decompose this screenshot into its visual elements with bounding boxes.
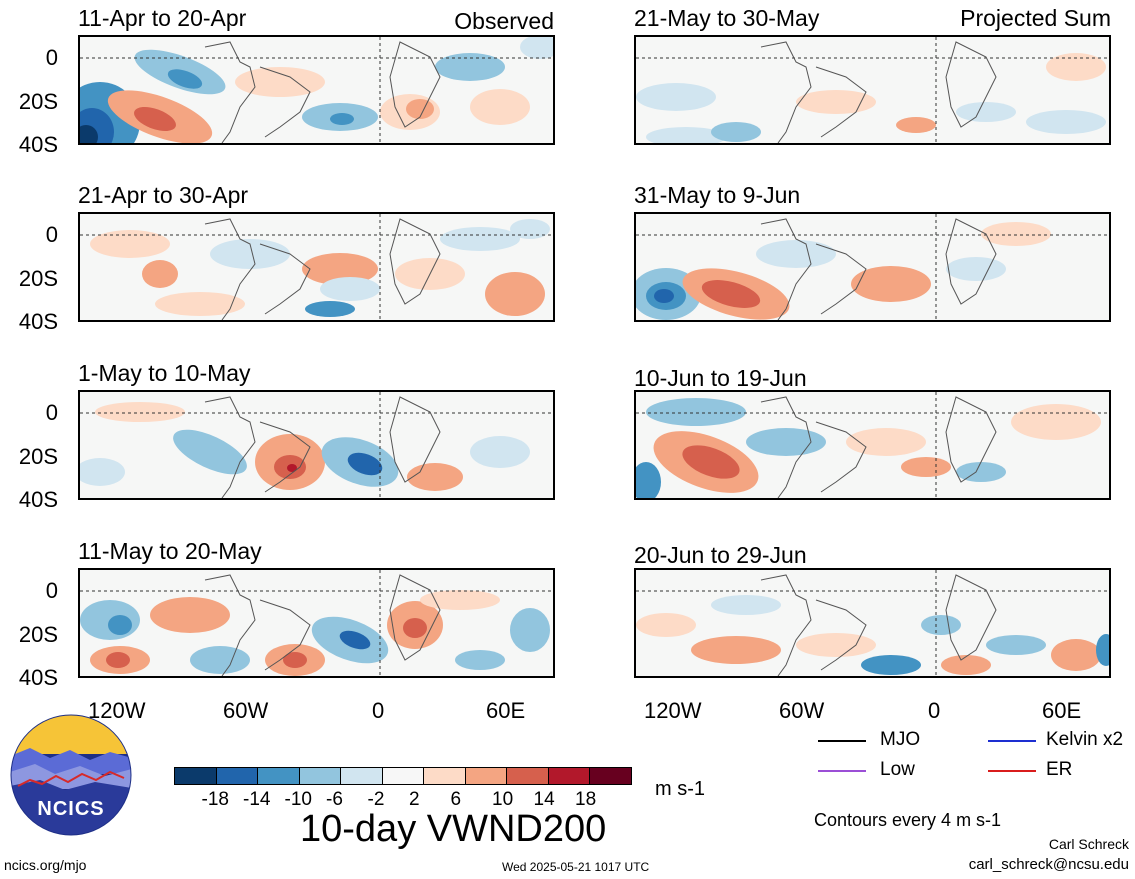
contours-note: Contours every 4 m s-1 — [814, 810, 1002, 830]
lat-label-20s: 20S — [18, 89, 58, 114]
colorbar-swatch — [340, 767, 383, 785]
lon-label-120w: 120W — [644, 698, 702, 723]
lat-label-0: 0 — [45, 578, 58, 603]
legend-label-er: ER — [1046, 759, 1073, 780]
logo-text: NCICS — [37, 798, 105, 820]
lon-label-60e: 60E — [1042, 698, 1082, 723]
panel-title-1: 11-Apr to 20-Apr — [78, 5, 247, 31]
colorbar-tick-label: 18 — [575, 789, 597, 810]
colorbar-swatch — [298, 767, 341, 785]
map-panel-5 — [634, 35, 1111, 145]
colorbar-swatch — [257, 767, 300, 785]
observed-label: Observed — [454, 8, 554, 34]
timestamp: Wed 2025-05-21 1017 UTC — [502, 860, 650, 874]
map-panel-8 — [634, 568, 1111, 678]
projected-label: Projected Sum — [960, 5, 1111, 31]
panel-title-8: 20-Jun to 29-Jun — [634, 542, 807, 568]
map-panel-2 — [78, 212, 555, 322]
colorbar-swatch — [381, 767, 424, 785]
colorbar-swatch — [423, 767, 466, 785]
panel-title-5: 21-May to 30-May — [634, 5, 820, 31]
colorbar-swatch — [174, 767, 217, 785]
colorbar-swatch — [464, 767, 507, 785]
lat-label-40s: 40S — [18, 132, 58, 157]
colorbar-swatch — [215, 767, 258, 785]
panel-title-7: 10-Jun to 19-Jun — [634, 365, 807, 391]
colorbar-tick-label: -18 — [201, 789, 229, 810]
lat-label-40s: 40S — [18, 665, 58, 690]
map-panel-3 — [78, 390, 555, 500]
legend-label-mjo: MJO — [880, 729, 921, 750]
lon-label-60e: 60E — [486, 698, 526, 723]
main-title: 10-day VWND200 — [300, 808, 607, 850]
lat-label-20s: 20S — [18, 622, 58, 647]
colorbar-tick-label: -10 — [284, 789, 312, 810]
legend-line-low — [818, 770, 866, 772]
site-link[interactable]: ncics.org/mjo — [4, 857, 87, 873]
panel-title-6: 31-May to 9-Jun — [634, 182, 801, 208]
lon-label-60w: 60W — [779, 698, 825, 723]
author-email[interactable]: carl_schreck@ncsu.edu — [968, 856, 1129, 873]
lat-label-0: 0 — [45, 400, 58, 425]
lat-label-0: 0 — [45, 45, 58, 70]
colorbar-tick-label: -2 — [367, 789, 385, 810]
panel-title-4: 11-May to 20-May — [78, 538, 262, 564]
legend-line-kelvin — [988, 740, 1036, 742]
legend-line-mjo — [818, 740, 866, 742]
map-panel-4 — [78, 568, 555, 678]
lat-label-20s: 20S — [18, 444, 58, 469]
lat-label-20s: 20S — [18, 266, 58, 291]
colorbar-units: m s-1 — [655, 778, 705, 800]
legend-label-kelvin: Kelvin x2 — [1046, 729, 1124, 750]
colorbar-tick-label: 10 — [492, 789, 514, 810]
lat-label-0: 0 — [45, 222, 58, 247]
map-panel-1 — [78, 35, 555, 145]
panel-title-3: 1-May to 10-May — [78, 360, 251, 386]
colorbar-tick-label: -14 — [243, 789, 271, 810]
author-name: Carl Schreck — [1048, 836, 1129, 852]
colorbar-tick-label: 6 — [450, 789, 462, 810]
colorbar-swatch — [506, 767, 549, 785]
map-panel-7 — [634, 390, 1111, 500]
colorbar-tick-label: 2 — [409, 789, 420, 810]
lon-label-0: 0 — [372, 698, 385, 723]
legend-label-low: Low — [880, 759, 915, 780]
colorbar-tick-label: 14 — [533, 789, 555, 810]
legend-line-er — [988, 770, 1036, 772]
colorbar-swatch — [547, 767, 590, 785]
colorbar-swatch — [589, 767, 632, 785]
map-panel-6 — [634, 212, 1111, 322]
lat-label-40s: 40S — [18, 487, 58, 512]
lon-label-120w: 120W — [88, 698, 146, 723]
lat-label-40s: 40S — [18, 309, 58, 334]
lon-label-60w: 60W — [223, 698, 269, 723]
panel-title-2: 21-Apr to 30-Apr — [78, 182, 249, 208]
colorbar-tick-label: -6 — [326, 789, 343, 810]
lon-label-0: 0 — [928, 698, 941, 723]
ncics-logo: NCICS — [10, 714, 132, 836]
